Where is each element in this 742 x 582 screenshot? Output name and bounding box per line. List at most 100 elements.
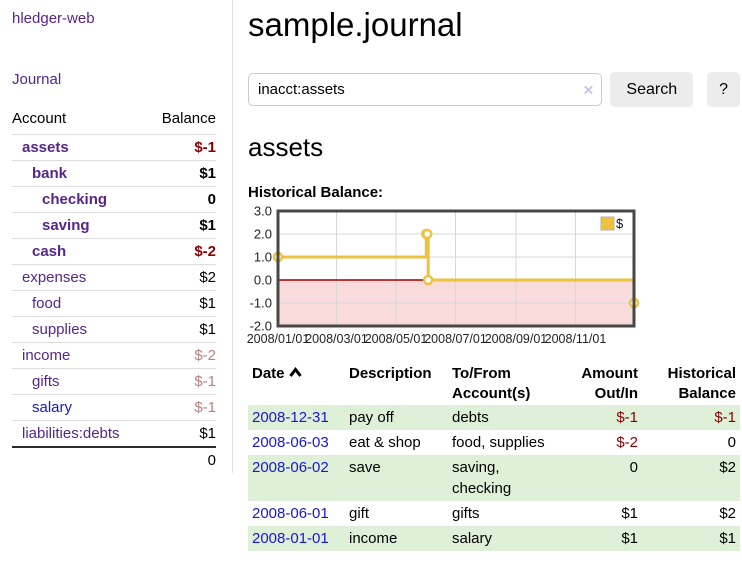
accounts-header-account: Account [12,110,67,127]
account-row: saving $1 [12,212,216,239]
accounts-header-row: Account Balance [12,108,216,135]
transaction-balance: $2 [719,505,736,522]
account-row: assets $-1 [12,134,216,161]
transaction-date-link[interactable]: 2008-01-01 [252,530,329,547]
account-name-cell: food [12,290,148,317]
accounts-table: Account Balance assets $-1 bank $1 checking 0… [12,108,216,473]
account-row: liabilities:debts $1 [12,420,216,447]
help-button[interactable]: ? [707,72,740,107]
col-date[interactable]: Date [248,363,345,405]
account-balance: $-1 [147,134,216,161]
y-axis-tick-label: 2.0 [254,227,272,242]
account-balance: $1 [147,212,216,239]
search-input[interactable] [248,73,603,106]
app-title-link[interactable]: hledger-web [12,10,95,27]
account-balance: $1 [147,160,216,187]
legend-swatch [600,216,615,231]
account-row: income $-2 [12,342,216,369]
transaction-balance: $2 [719,459,736,476]
search-input-wrap: × [248,73,603,106]
clear-search-icon[interactable]: × [583,80,594,99]
account-link[interactable]: assets [22,139,69,156]
chart-canvas: $3.0 2.0 1.0 0.0 -1.0 -2.02008/01/012008/03/0… [247,204,640,346]
accounts-total-value: 0 [147,446,216,473]
account-link[interactable]: liabilities:debts [22,425,120,442]
account-link[interactable]: bank [32,165,68,182]
search-form: × Search ? [248,72,740,107]
account-balance: $2 [147,264,216,291]
account-name-cell: bank [12,160,148,187]
transaction-date-link[interactable]: 2008-12-31 [252,409,329,426]
account-row: cash $-2 [12,238,216,265]
account-link[interactable]: supplies [32,321,88,338]
transaction-description: eat & shop [349,434,421,451]
accounts-total-spacer [12,446,148,473]
transaction-amount: $-1 [616,409,638,426]
account-row: checking 0 [12,186,216,213]
transaction-accounts: debts [452,409,489,426]
transaction-amount: $1 [621,530,638,547]
transaction-date-cell: 2008-01-01 [248,526,345,551]
transaction-date-link[interactable]: 2008-06-02 [252,459,329,476]
account-name-cell: expenses [12,264,148,291]
x-axis-tick-label: 2008/05/01 [365,332,428,346]
transaction-row: 2008-06-01 gift gifts $1 $2 [248,501,740,526]
transaction-accounts: saving, checking [452,459,512,497]
account-link[interactable]: food [32,295,62,312]
register-header-row: Date Description To/From Account(s) Amou… [248,363,740,405]
historical-balance-chart[interactable]: $3.0 2.0 1.0 0.0 -1.0 -2.0 2008/01/01 2008/03/0… [247,204,740,348]
y-axis-tick-label: -1.0 [250,296,272,311]
account-balance: $-1 [147,368,216,395]
col-accounts[interactable]: To/From Account(s) [452,365,531,402]
account-link[interactable]: income [22,347,71,364]
transaction-description: save [349,459,381,476]
account-row: food $1 [12,290,216,317]
col-amount[interactable]: Amount Out/In [581,365,638,402]
accounts-total-row: 0 [12,446,216,473]
account-name-cell: assets [12,134,148,161]
account-heading: assets [248,132,324,162]
col-description[interactable]: Description [349,365,432,382]
account-link[interactable]: expenses [22,269,87,286]
account-name-cell: salary [12,394,148,421]
account-balance: $-1 [147,394,216,421]
transaction-description: pay off [349,409,394,426]
account-link[interactable]: salary [32,399,73,416]
x-axis-tick-label: 2008/11/01 [545,332,607,346]
legend-label: $ [616,216,624,231]
transaction-accounts: gifts [452,505,480,522]
nav-journal-link[interactable]: Journal [12,71,62,88]
transaction-row: 2008-12-31 pay off debts $-1 $-1 [248,405,740,430]
transaction-accounts: salary [452,530,493,547]
transaction-date-cell: 2008-06-01 [248,501,345,526]
transaction-balance: $1 [719,530,736,547]
register-table: Date Description To/From Account(s) Amou… [248,363,740,551]
account-balance: $-2 [147,238,216,265]
transaction-date-cell: 2008-12-31 [248,405,345,430]
transaction-date-link[interactable]: 2008-06-03 [252,434,329,451]
y-axis-tick-label: 0.0 [254,273,272,288]
account-name-cell: checking [12,186,148,213]
account-row: bank $1 [12,160,216,187]
transaction-row: 2008-06-02 save saving, checking 0 $2 [248,455,740,501]
search-button[interactable]: Search [610,72,694,107]
account-link[interactable]: gifts [32,373,60,390]
account-name-cell: saving [12,212,148,239]
account-row: supplies $1 [12,316,216,343]
transaction-date-link[interactable]: 2008-06-01 [252,505,329,522]
col-balance[interactable]: Historical Balance [667,365,736,402]
x-axis-tick-label: 2008/01/01 [247,332,310,346]
y-axis-tick-label: 3.0 [254,204,272,219]
account-name-cell: cash [12,238,148,265]
chart-title: Historical Balance: [248,184,384,201]
transaction-balance: 0 [727,434,736,451]
sidebar: hledger-web Journal Account Balance asse… [0,0,233,473]
account-link[interactable]: checking [42,191,108,208]
main-content: sample.journal × Search ? assets Histori… [233,0,742,551]
transaction-amount: $1 [621,505,638,522]
account-name-cell: supplies [12,316,148,343]
account-link[interactable]: cash [32,243,67,260]
transaction-description: income [349,530,398,547]
account-link[interactable]: saving [42,217,90,234]
